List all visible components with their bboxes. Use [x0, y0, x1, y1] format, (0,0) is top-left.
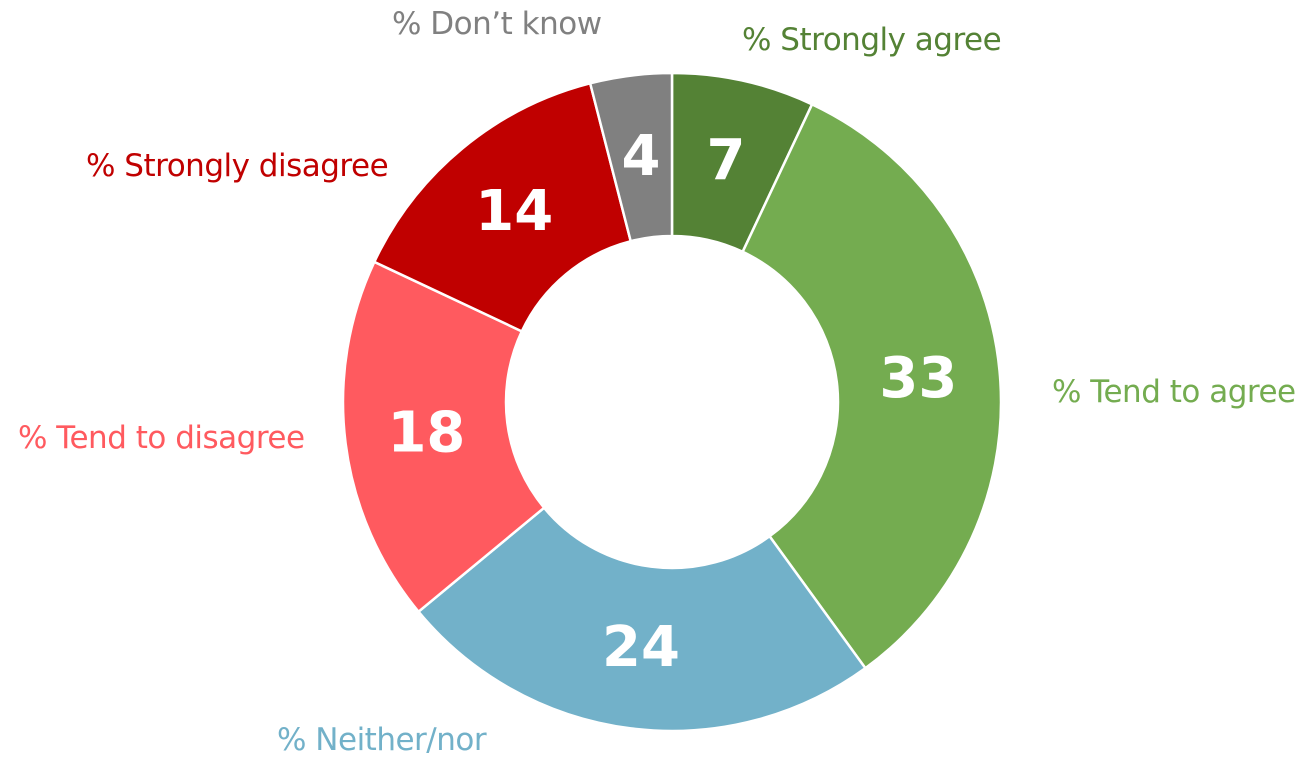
value-label-tend-to-disagree: 18 — [387, 401, 465, 466]
donut-value-labels: 7 33 24 18 14 4 — [387, 124, 957, 680]
value-label-strongly-agree: 7 — [707, 128, 746, 193]
donut-slices — [341, 71, 1003, 733]
label-strongly-disagree: % Strongly disagree — [86, 148, 389, 184]
label-tend-to-agree: % Tend to agree — [1052, 374, 1296, 410]
slice-tend-to-disagree — [341, 260, 546, 614]
slice-neither-nor — [416, 506, 868, 733]
value-label-dont-know: 4 — [621, 124, 660, 189]
value-label-tend-to-agree: 33 — [879, 346, 957, 411]
slice-dont-know — [588, 71, 674, 243]
slice-tend-to-agree — [741, 102, 1003, 670]
label-strongly-agree: % Strongly agree — [742, 22, 1002, 58]
value-label-neither-nor: 24 — [602, 615, 680, 680]
label-dont-know: % Don’t know — [392, 6, 602, 42]
value-label-strongly-disagree: 14 — [475, 179, 553, 244]
label-neither-nor: % Neither/nor — [277, 722, 487, 758]
slice-strongly-disagree — [372, 81, 633, 333]
label-tend-to-disagree: % Tend to disagree — [18, 420, 305, 456]
